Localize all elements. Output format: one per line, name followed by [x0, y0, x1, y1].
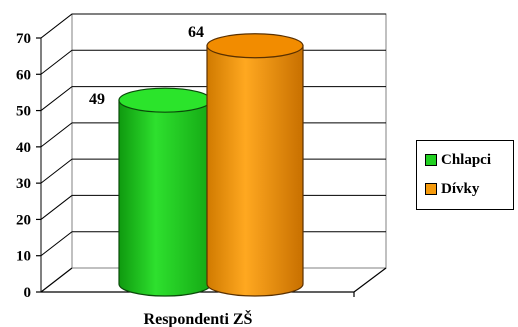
y-tick-label: 30 [16, 176, 31, 192]
legend-swatch-divky [425, 183, 437, 195]
legend-label-divky: Dívky [441, 180, 480, 197]
bar-dívky [206, 33, 304, 297]
bar-chlapci [118, 87, 212, 297]
x-tick-label-0: Respondenti ZŠ [144, 309, 253, 327]
data-label-dívky: 64 [188, 24, 204, 41]
gridline [40, 13, 386, 39]
bar-top [118, 87, 212, 113]
y-tick-label: 0 [24, 285, 32, 301]
bar-top [206, 33, 304, 59]
bars [118, 33, 304, 297]
data-labels: 49 64 [89, 24, 204, 108]
legend-swatch-chlapci [425, 154, 437, 166]
y-tick-label: 50 [16, 104, 31, 120]
bar-body [206, 45, 304, 297]
y-tick-label: 60 [16, 67, 31, 83]
legend-item-chlapci: Chlapci [425, 151, 491, 169]
y-axis: 0 10 20 30 40 50 60 70 [16, 31, 41, 301]
legend: Chlapci Dívky [416, 140, 514, 210]
y-tick-label: 70 [16, 31, 31, 47]
y-tick-label: 20 [16, 212, 31, 228]
legend-item-divky: Dívky [425, 180, 479, 198]
bar-body [118, 99, 212, 297]
data-label-chlapci: 49 [89, 91, 105, 108]
y-tick-label: 10 [16, 249, 31, 265]
y-tick-label: 40 [16, 140, 31, 156]
legend-label-chlapci: Chlapci [441, 151, 492, 168]
